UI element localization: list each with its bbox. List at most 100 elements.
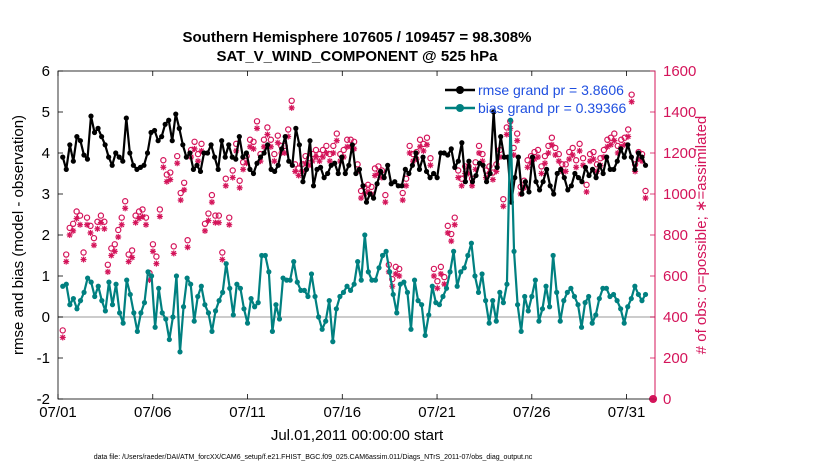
data-file-footnote: data file: /Users/raeder/DAI/ATM_forcXX/… [94, 454, 533, 461]
rmse-point [529, 154, 536, 160]
bias-point [486, 320, 492, 326]
obs-assimilated-point [66, 231, 73, 238]
bias-point [230, 312, 236, 318]
obs-assimilated-point [590, 156, 597, 163]
obs-possible-point [219, 249, 226, 256]
bias-point [287, 277, 293, 283]
bias-point [472, 273, 478, 279]
bias-point [522, 293, 528, 300]
bias-point [589, 320, 595, 326]
rmse-point [582, 164, 589, 170]
obs-possible-point [382, 191, 389, 199]
rmse-point [272, 168, 278, 175]
rmse-point [632, 166, 638, 172]
rmse-point [466, 158, 472, 164]
bias-point [138, 310, 144, 316]
obs-assimilated-point [118, 221, 125, 228]
obs-assimilated-point [319, 154, 326, 161]
rmse-point [257, 154, 264, 160]
rmse-point [250, 170, 257, 177]
rmse-point [144, 150, 151, 156]
x-tick-label: 07/31 [608, 404, 646, 421]
rmse-point [473, 172, 479, 179]
bias-point [323, 318, 329, 324]
rmse-point [452, 164, 458, 170]
rmse-point [487, 170, 493, 177]
obs-assimilated-point [396, 272, 403, 279]
bias-point [525, 308, 531, 314]
y-tick-label: -1 [37, 350, 50, 367]
bias-series [60, 117, 649, 355]
rmse-point [317, 164, 324, 170]
obs-possible-point [524, 157, 531, 164]
bias-point [120, 320, 126, 326]
obs-possible-point [600, 146, 608, 154]
obs-assimilated-point [333, 137, 340, 144]
obs-possible-point [316, 150, 323, 158]
rmse-point [589, 166, 596, 172]
rmse-point [60, 154, 66, 160]
obs-assimilated-point [323, 149, 330, 156]
bias-point [582, 300, 588, 306]
bias-point [404, 289, 411, 295]
bias-point [546, 304, 553, 310]
rmse-point [77, 138, 83, 144]
bias-point [387, 269, 393, 275]
rmse-point [416, 166, 423, 172]
rmse-point [593, 175, 599, 181]
x-tick-label: 07/16 [324, 404, 362, 421]
rmse-point [392, 179, 398, 185]
bias-point [266, 269, 272, 275]
bias-point [475, 289, 482, 295]
rmse-point [219, 138, 225, 144]
bias-point [177, 349, 183, 355]
bias-point [390, 291, 396, 298]
rmse-point [197, 168, 204, 175]
obs-possible-point [309, 150, 316, 158]
obs-possible-point [534, 146, 542, 154]
obs-possible-point [121, 198, 129, 205]
bias-point [191, 318, 197, 324]
obs-assimilated-point [236, 184, 243, 191]
obs-possible-point [375, 163, 382, 170]
rmse-point [261, 150, 267, 156]
obs-possible-point [396, 265, 403, 273]
bias-point [443, 285, 450, 291]
obs-assimilated-point [312, 154, 319, 161]
obs-possible-point [323, 142, 330, 150]
rmse-point [635, 150, 642, 156]
bias-point [479, 271, 485, 277]
bias-point [134, 328, 140, 334]
obs-possible-point [562, 161, 569, 168]
rmse-point [526, 189, 532, 195]
rmse-point [565, 187, 571, 193]
rmse-point [279, 146, 285, 152]
bias-point [294, 279, 300, 285]
obs-possible-point [76, 212, 84, 219]
obs-possible-point [288, 97, 295, 105]
rmse-point [519, 191, 525, 197]
obs-assimilated-point [87, 229, 94, 236]
bias-point [308, 271, 315, 277]
obs-possible-point [285, 126, 292, 133]
bias-point [468, 240, 474, 246]
obs-assimilated-point [295, 172, 302, 179]
obs-assimilated-point [160, 164, 167, 171]
obs-assimilated-point [399, 197, 406, 204]
bias-point [95, 283, 101, 289]
obs-assimilated-point [500, 203, 507, 210]
rmse-point [597, 162, 603, 168]
legend-rmse-marker [456, 86, 464, 94]
obs-possible-point [274, 132, 282, 139]
rmse-point [536, 187, 543, 193]
rmse-point [614, 158, 620, 164]
obs-possible-point [475, 142, 483, 150]
bias-point [511, 248, 517, 254]
rmse-point [130, 162, 136, 168]
bias-point [564, 289, 570, 295]
rmse-point [621, 154, 627, 160]
bias-point [379, 252, 386, 259]
obs-possible-point [73, 208, 80, 215]
obs-possible-point [454, 167, 462, 174]
rmse-point [116, 154, 122, 160]
